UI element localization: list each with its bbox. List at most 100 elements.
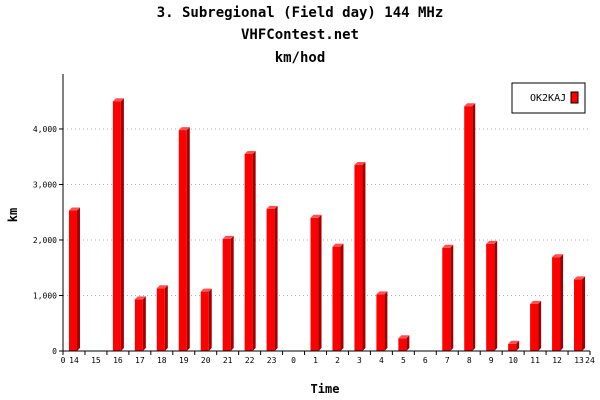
- bar-top: [464, 103, 476, 107]
- bar-side: [560, 254, 564, 351]
- bar-front: [530, 303, 539, 351]
- bar-front: [398, 338, 407, 351]
- bar: [178, 127, 190, 351]
- bar-front: [68, 210, 77, 351]
- legend-label: OK2KAJ: [530, 93, 566, 104]
- bar-top: [354, 162, 366, 166]
- bar-top: [68, 207, 80, 211]
- bar-front: [112, 101, 121, 352]
- bar-side: [406, 335, 410, 351]
- bar-side: [450, 244, 454, 351]
- x-tick-label: 0: [291, 356, 296, 365]
- chart-title: 3. Subregional (Field day) 144 MHz: [156, 5, 444, 21]
- bar-top: [574, 276, 586, 280]
- bar-front: [486, 243, 495, 351]
- bar: [398, 335, 410, 351]
- x-tick-label: 18: [157, 356, 167, 365]
- bar-side: [230, 235, 234, 351]
- bar-top: [156, 285, 168, 289]
- x-tick-label: 16: [113, 356, 123, 365]
- bar-side: [472, 103, 476, 351]
- x-tick-label: 10: [508, 356, 518, 365]
- bar-front: [574, 279, 583, 351]
- x-tick-label: 6: [423, 356, 428, 365]
- bar-front: [244, 153, 253, 351]
- bar-front: [354, 165, 363, 351]
- bar-top: [222, 235, 234, 239]
- y-tick-label: 1,000: [33, 291, 57, 300]
- bar-front: [266, 208, 275, 351]
- bar-side: [274, 205, 278, 351]
- bar-top: [266, 205, 278, 209]
- bar: [134, 296, 146, 351]
- x-tick-label: 1: [313, 356, 318, 365]
- x-tick-label: 23: [267, 356, 277, 365]
- bar-side: [538, 300, 542, 351]
- x-edge-label: 24: [585, 356, 595, 365]
- x-tick-label: 5: [401, 356, 406, 365]
- x-axis-title: Time: [311, 382, 340, 396]
- bar-side: [340, 243, 344, 351]
- bar-side: [142, 296, 146, 351]
- bar: [376, 291, 388, 351]
- bars: [68, 98, 586, 352]
- x-tick-label: 4: [379, 356, 384, 365]
- bar-front: [442, 247, 451, 351]
- bar: [112, 98, 124, 352]
- bar-top: [442, 244, 454, 248]
- bar-side: [582, 276, 586, 351]
- bar-front: [508, 343, 517, 351]
- bar-top: [244, 150, 256, 154]
- bar-front: [552, 257, 561, 351]
- x-tick-label: 7: [445, 356, 450, 365]
- bar-side: [252, 150, 256, 351]
- bar-side: [318, 214, 322, 351]
- bar: [508, 340, 520, 351]
- bar-front: [376, 294, 385, 351]
- bar-side: [208, 288, 212, 351]
- bar: [332, 243, 344, 351]
- x-tick-label: 20: [201, 356, 211, 365]
- x-tick-label: 13: [574, 356, 584, 365]
- bar-front: [134, 299, 143, 351]
- bar: [200, 288, 212, 351]
- bar-front: [222, 238, 231, 351]
- x-tick-label: 22: [245, 356, 255, 365]
- bar-top: [486, 240, 498, 244]
- bar-top: [552, 254, 564, 258]
- bar-top: [376, 291, 388, 295]
- bar-front: [156, 288, 165, 351]
- bar: [552, 254, 564, 351]
- x-tick-label: 17: [135, 356, 145, 365]
- bar-front: [178, 130, 187, 351]
- bar: [574, 276, 586, 351]
- x-tick-label: 15: [91, 356, 101, 365]
- bar-front: [464, 106, 473, 351]
- bar: [486, 240, 498, 351]
- chart-subtitle-units: km/hod: [274, 50, 326, 66]
- bar: [244, 150, 256, 351]
- bar: [442, 244, 454, 351]
- bar-top: [332, 243, 344, 247]
- bar-side: [120, 98, 124, 352]
- axes: [59, 74, 591, 355]
- x-tick-label: 2: [335, 356, 340, 365]
- x-tick-label: 8: [467, 356, 472, 365]
- x-tick-label: 3: [357, 356, 362, 365]
- y-axis-title: km: [6, 208, 20, 222]
- x-tick-label: 14: [69, 356, 79, 365]
- x-tick-label: 9: [489, 356, 494, 365]
- bar-side: [186, 127, 190, 351]
- x-tick-label: 19: [179, 356, 189, 365]
- bar-side: [362, 162, 366, 351]
- bar: [354, 162, 366, 351]
- y-tick-label: 4,000: [33, 125, 57, 134]
- bar: [464, 103, 476, 351]
- bar-top: [178, 127, 190, 131]
- bar-top: [530, 300, 542, 304]
- y-tick-label: 2,000: [33, 236, 57, 245]
- bar-top: [398, 335, 410, 339]
